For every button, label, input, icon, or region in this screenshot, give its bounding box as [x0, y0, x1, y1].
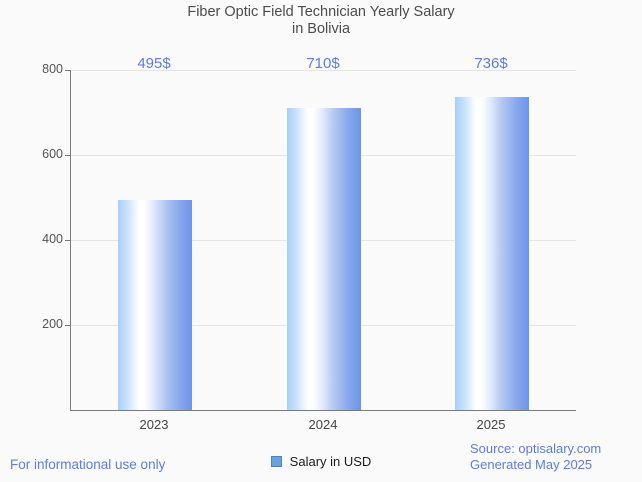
- y-axis-label-600: 600: [42, 147, 63, 161]
- bar-2025[interactable]: [455, 97, 529, 410]
- legend-marker-icon: [270, 456, 282, 467]
- y-axis-label-800: 800: [42, 62, 63, 76]
- value-label-2025: 736$: [474, 55, 508, 72]
- y-axis-label-200: 200: [42, 317, 63, 331]
- value-label-2023: 495$: [137, 55, 171, 72]
- source-block: Source: optisalary.com Generated May 202…: [470, 441, 601, 473]
- disclaimer-text: For informational use only: [10, 457, 166, 472]
- chart-title: Fiber Optic Field Technician Yearly Sala…: [0, 4, 642, 38]
- y-axis-label-400: 400: [42, 232, 63, 246]
- bar-2023[interactable]: [118, 200, 192, 410]
- y-tick-mark-600: [65, 154, 70, 156]
- plot-area: [65, 69, 576, 411]
- y-tick-mark-800: [65, 69, 70, 71]
- gridline-800: [71, 69, 576, 71]
- legend-label: Salary in USD: [289, 454, 372, 469]
- source-text: Source: optisalary.com: [470, 441, 602, 456]
- chart-title-line2: in Bolivia: [291, 21, 351, 37]
- x-axis-label-2025: 2025: [476, 417, 506, 432]
- y-tick-mark-200: [65, 324, 70, 326]
- x-axis-label-2024: 2024: [308, 417, 338, 432]
- bar-2024[interactable]: [287, 108, 361, 410]
- chart-title-line1: Fiber Optic Field Technician Yearly Sala…: [187, 4, 455, 20]
- x-axis-label-2023: 2023: [139, 417, 169, 432]
- y-tick-mark-400: [65, 239, 70, 241]
- value-label-2024: 710$: [306, 55, 340, 72]
- legend[interactable]: Salary in USD: [0, 454, 642, 469]
- generated-text: Generated May 2025: [470, 457, 593, 472]
